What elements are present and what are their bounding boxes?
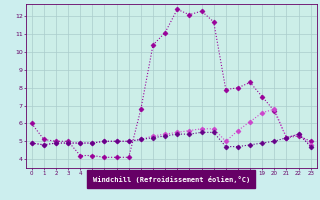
X-axis label: Windchill (Refroidissement éolien,°C): Windchill (Refroidissement éolien,°C) — [92, 176, 250, 183]
